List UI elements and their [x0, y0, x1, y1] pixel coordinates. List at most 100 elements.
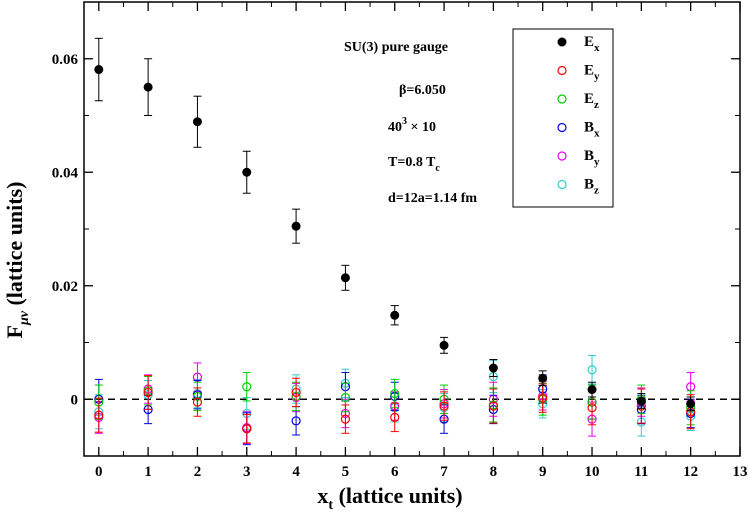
marker — [390, 388, 400, 399]
legend-marker — [557, 179, 567, 190]
axis-ticks — [84, 1, 741, 457]
data-layer — [94, 37, 696, 446]
legend-marker — [557, 65, 567, 76]
x-tick-label: 6 — [391, 464, 399, 480]
annotation-temperature-main: T=0.8 T — [388, 155, 436, 170]
x-tick-label: 13 — [733, 464, 748, 480]
marker — [439, 401, 449, 411]
legend-label-sub: x — [594, 42, 600, 54]
legend-label: By — [584, 148, 600, 168]
data-point-e-x — [686, 396, 696, 412]
x-tick-label: 4 — [292, 464, 300, 480]
legend-entry-b-z: Bz — [557, 177, 599, 197]
legend-label-sub: y — [594, 71, 600, 83]
marker — [340, 414, 351, 424]
x-tick-label: 8 — [490, 464, 498, 480]
marker — [636, 396, 646, 406]
data-point-e-x — [291, 208, 301, 244]
marker — [587, 385, 597, 395]
y-tick-label: 0.04 — [52, 165, 79, 181]
marker — [192, 117, 202, 127]
annotation-lattice-main: 40 — [388, 120, 402, 135]
x-axis-title-rest: (lattice units) — [333, 483, 463, 508]
data-point-e-y — [192, 387, 203, 417]
data-point-e-z — [242, 372, 252, 402]
y-axis-title-main: F — [2, 325, 27, 338]
legend-label-sub: z — [594, 185, 599, 197]
marker — [242, 424, 252, 434]
data-point-e-x — [192, 95, 202, 148]
marker — [488, 363, 498, 373]
marker — [488, 401, 498, 411]
marker — [538, 393, 548, 403]
marker — [291, 416, 301, 426]
legend-label-main: B — [584, 177, 594, 193]
x-tick-label: 12 — [683, 464, 698, 480]
data-point-e-y — [439, 391, 449, 421]
x-axis-title-sub: t — [328, 498, 333, 513]
legend-label: Ex — [584, 34, 600, 54]
data-point-e-x — [488, 359, 498, 378]
legend-entry-b-x: Bx — [557, 120, 600, 140]
marker — [538, 373, 548, 383]
data-point-e-x — [538, 370, 548, 387]
annotation-beta: β=6.050 — [399, 83, 446, 98]
marker — [94, 410, 104, 420]
legend-entry-e-x: Ex — [557, 34, 600, 54]
legend-marker — [557, 151, 567, 161]
x-tick-label: 9 — [539, 464, 547, 480]
data-point-e-y — [340, 404, 351, 434]
marker — [94, 65, 104, 75]
marker — [587, 365, 597, 375]
x-axis-title-main: x — [317, 483, 328, 508]
annotation-title: SU(3) pure gauge — [344, 40, 448, 55]
marker — [340, 392, 351, 403]
data-point-e-x — [143, 58, 153, 116]
x-tick-label: 0 — [95, 464, 103, 480]
data-point-b-z — [587, 355, 597, 385]
annotation-lattice-sup: 3 — [402, 116, 407, 127]
data-point-e-y — [291, 377, 301, 408]
marker — [439, 340, 449, 350]
marker — [242, 382, 252, 392]
x-tick-label: 7 — [440, 464, 448, 480]
data-point-e-y — [143, 374, 153, 410]
marker — [587, 403, 597, 413]
data-point-e-y — [488, 388, 498, 424]
x-tick-label: 1 — [144, 464, 152, 480]
marker — [291, 221, 301, 231]
marker — [390, 412, 400, 423]
legend-marker — [557, 37, 567, 47]
y-tick-label: 0.02 — [52, 279, 78, 295]
data-point-e-x — [636, 393, 646, 409]
x-tick-label: 5 — [342, 464, 350, 480]
marker — [192, 397, 203, 407]
legend-label-main: B — [584, 120, 594, 136]
legend-label-sub: y — [594, 156, 600, 168]
legend-label: Bz — [584, 177, 599, 197]
y-axis-title: Fμν (lattice units) — [2, 182, 32, 339]
legend-label-main: B — [584, 148, 594, 164]
legend-marker — [557, 94, 567, 104]
legend-box — [512, 28, 614, 208]
y-axis-title-rest: (lattice units) — [2, 182, 27, 312]
x-tick-label: 11 — [634, 464, 648, 480]
legend-label-sub: x — [594, 128, 600, 140]
legend-label: Ez — [584, 91, 599, 111]
marker — [686, 399, 696, 409]
annotation-distance: d=12a=1.14 fm — [388, 191, 477, 206]
legend-label: Ey — [584, 63, 600, 83]
x-axis-title: xt (lattice units) — [317, 483, 462, 513]
x-tick-label: 2 — [194, 464, 202, 480]
legend-entry-e-y: Ey — [557, 63, 600, 83]
legend-marker — [557, 122, 567, 133]
data-point-e-y — [242, 414, 252, 444]
data-point-e-x — [94, 37, 104, 102]
legend-label-main: E — [584, 91, 594, 107]
data-point-e-x — [390, 305, 400, 326]
y-tick-label: 0 — [71, 392, 79, 408]
x-tick-label: 10 — [585, 464, 600, 480]
marker — [340, 273, 350, 283]
